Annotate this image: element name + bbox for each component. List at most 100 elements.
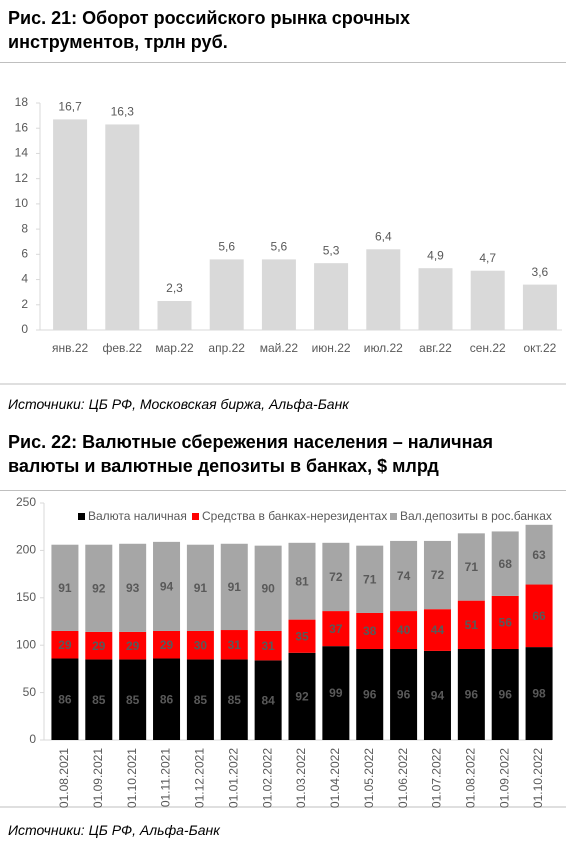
legend-label: Вал.депозиты в рос.банках — [400, 509, 552, 523]
x-tick-label: 01.11.2021 — [159, 748, 173, 807]
x-tick-label: 01.08.2021 — [57, 748, 71, 808]
y-tick-label: 16 — [15, 120, 29, 134]
x-tick-label: янв.22 — [52, 341, 89, 355]
value-label: 29 — [92, 639, 106, 653]
bar — [209, 259, 244, 330]
value-label: 85 — [92, 693, 106, 707]
x-tick-label: 01.05.2022 — [362, 748, 376, 808]
x-tick-label: июн.22 — [312, 341, 351, 355]
value-label: 85 — [228, 693, 242, 707]
bar-segment — [153, 658, 181, 740]
bar-segment — [186, 544, 214, 631]
bar-segment — [457, 533, 485, 601]
bar-segment — [356, 648, 384, 740]
y-tick-label: 14 — [15, 146, 29, 160]
value-label: 5,6 — [218, 240, 235, 254]
value-label: 66 — [532, 609, 546, 623]
x-tick-label: 01.09.2022 — [497, 748, 511, 808]
bar — [314, 263, 349, 330]
value-label: 81 — [295, 574, 309, 588]
x-tick-label: мар.22 — [155, 341, 194, 355]
value-label: 92 — [295, 690, 309, 704]
bar-segment — [51, 630, 79, 659]
x-tick-label: апр.22 — [208, 341, 245, 355]
value-label: 56 — [499, 616, 513, 630]
bar-segment — [254, 630, 282, 661]
y-tick-label: 2 — [21, 297, 28, 311]
bar-segment — [423, 650, 451, 740]
y-tick-label: 50 — [23, 685, 37, 699]
bar-segment — [85, 659, 113, 740]
value-label: 91 — [194, 581, 208, 595]
bar-segment — [153, 630, 181, 659]
x-tick-label: окт.22 — [523, 341, 556, 355]
bar — [470, 270, 505, 330]
value-label: 30 — [194, 638, 208, 652]
bar-segment — [254, 660, 282, 740]
value-label: 85 — [126, 693, 140, 707]
bar-segment — [220, 659, 248, 740]
value-label: 71 — [465, 560, 479, 574]
x-tick-label: 01.01.2022 — [226, 748, 240, 808]
y-tick-label: 10 — [15, 196, 29, 210]
bar-segment — [220, 630, 248, 660]
bar-segment — [525, 524, 553, 585]
value-label: 96 — [397, 688, 411, 702]
value-label: 96 — [465, 688, 479, 702]
value-label: 91 — [58, 581, 72, 595]
value-label: 31 — [228, 638, 242, 652]
y-tick-label: 0 — [21, 322, 28, 336]
y-tick-label: 4 — [21, 272, 28, 286]
chart-title: Рис. 22: Валютные сбережения населения –… — [8, 432, 493, 476]
bar-segment — [491, 648, 519, 740]
bar-segment — [85, 631, 113, 660]
bar-segment — [254, 545, 282, 631]
value-label: 63 — [532, 548, 546, 562]
value-label: 5,6 — [271, 240, 288, 254]
bar-segment — [525, 647, 553, 740]
bar — [105, 124, 140, 330]
bar-segment — [51, 658, 79, 740]
x-tick-label: 01.04.2022 — [328, 748, 342, 808]
x-tick-label: июл.22 — [364, 341, 403, 355]
bar-segment — [186, 630, 214, 660]
value-label: 98 — [532, 687, 546, 701]
value-label: 85 — [194, 693, 208, 707]
value-label: 92 — [92, 581, 106, 595]
bar-segment — [491, 595, 519, 649]
bar-segment — [322, 542, 350, 612]
value-label: 29 — [126, 639, 140, 653]
bar-segment — [119, 543, 147, 632]
value-label: 86 — [58, 692, 72, 706]
value-label: 29 — [160, 638, 174, 652]
bar-segment — [423, 609, 451, 651]
x-tick-label: 01.06.2022 — [396, 748, 410, 808]
x-tick-label: 01.10.2022 — [531, 748, 545, 808]
legend-swatch — [78, 513, 85, 520]
y-tick-label: 18 — [15, 95, 29, 109]
bar — [366, 249, 401, 330]
bar-segment — [390, 648, 418, 740]
x-tick-label: 01.03.2022 — [294, 748, 308, 808]
value-label: 72 — [431, 568, 445, 582]
value-label: 16,3 — [111, 105, 135, 119]
bar — [157, 300, 192, 330]
value-label: 51 — [465, 618, 479, 632]
bar-segment — [457, 600, 485, 649]
y-tick-label: 150 — [16, 590, 36, 604]
bar-segment — [390, 540, 418, 612]
value-label: 90 — [261, 581, 275, 595]
bar-segment — [356, 545, 384, 613]
bar-segment — [390, 611, 418, 649]
x-tick-label: 01.07.2022 — [430, 748, 444, 808]
value-label: 96 — [499, 688, 513, 702]
value-label: 68 — [499, 557, 513, 571]
chart: 0 50 100 150 200 250 Валюта наличная Средства в… — [0, 490, 566, 808]
source: Источники: ЦБ РФ, Альфа-Банк — [8, 822, 220, 838]
bar-segment — [186, 659, 214, 740]
value-label: 74 — [397, 569, 411, 583]
value-label: 84 — [261, 693, 275, 707]
x-tick-label: сен.22 — [470, 341, 506, 355]
legend-label: Валюта наличная — [88, 509, 187, 523]
bar-segment — [288, 542, 316, 620]
